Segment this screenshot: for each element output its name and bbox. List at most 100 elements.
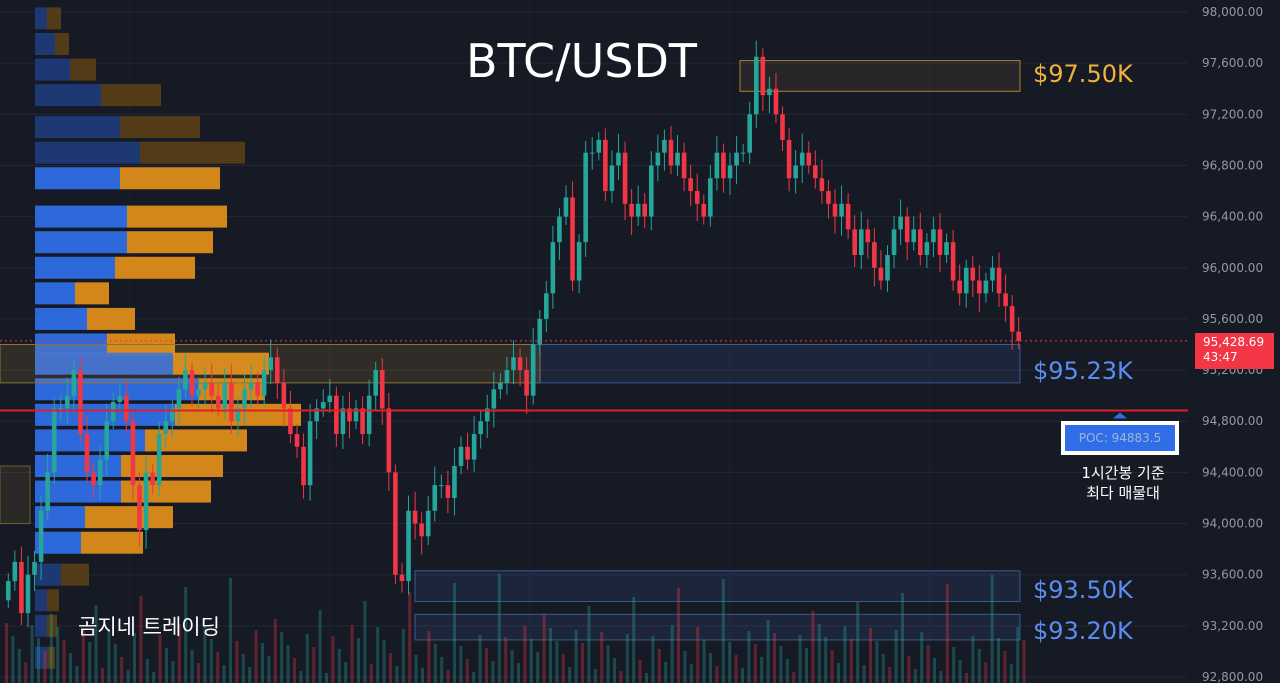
volume-bar (830, 650, 834, 683)
volume-bar (421, 668, 424, 683)
volume-bar (126, 670, 130, 683)
candle-body (471, 434, 477, 460)
volume-bar (88, 642, 92, 683)
candle-body (668, 139, 674, 166)
candle-body (858, 229, 864, 255)
volume-bar (254, 630, 258, 683)
candle-body (544, 293, 549, 319)
volume-bar (286, 645, 290, 683)
volume-bar (248, 667, 252, 683)
volume-bar (677, 588, 680, 683)
volume-bar (440, 657, 444, 683)
candle-body (524, 370, 529, 396)
candle-body (629, 203, 634, 217)
candle-body (71, 370, 77, 396)
y-tick-label: 94,800.00 (1202, 414, 1263, 428)
y-tick-label: 96,000.00 (1202, 261, 1263, 275)
poc-arrow-icon (1113, 412, 1127, 419)
candle-body (347, 408, 352, 422)
candle-body (517, 357, 523, 371)
candle-body (130, 421, 136, 486)
candle-body (301, 446, 306, 486)
y-tick-label: 97,200.00 (1202, 107, 1263, 121)
volume-bar (837, 663, 840, 683)
volume-bar (113, 644, 117, 683)
volume-bar (696, 627, 700, 683)
volume-bar (670, 625, 674, 683)
vp-bar-sell (121, 454, 223, 477)
volume-bar (280, 632, 284, 683)
vp-bar-buy (35, 7, 47, 30)
candle-body (209, 382, 214, 396)
volume-bar (568, 667, 572, 683)
volume-bar (555, 641, 559, 683)
candle-body (97, 459, 103, 486)
candle-body (196, 389, 201, 396)
volume-bar (139, 596, 143, 683)
volume-bar (177, 624, 181, 683)
candle-body (452, 465, 457, 498)
volume-bar (587, 606, 591, 683)
poc-label: POC: 94883.5 (1065, 425, 1175, 451)
volume-bar (606, 645, 610, 683)
volume-bar (190, 650, 194, 683)
candle-body (12, 561, 18, 582)
candle-body (872, 242, 877, 268)
volume-bar (542, 615, 546, 683)
volume-bar (331, 636, 335, 683)
candle-body (229, 382, 234, 422)
candle-body (51, 408, 57, 473)
candle-body (268, 357, 274, 371)
candle-body (65, 395, 70, 409)
vp-bar-sell (75, 282, 109, 305)
volume-bar (581, 643, 584, 683)
volume-bar (536, 652, 540, 683)
candle-body (458, 446, 464, 466)
candle-body (379, 370, 385, 409)
candle-body (235, 408, 241, 422)
volume-bar (529, 639, 533, 683)
volume-bar (152, 672, 156, 683)
candle-body (38, 510, 44, 562)
candle-body (137, 485, 142, 530)
volume-bar (913, 669, 917, 683)
candle-body (977, 280, 982, 294)
volume-bar (638, 660, 642, 683)
volume-bar (491, 661, 495, 683)
volume-bar (805, 648, 808, 683)
volume-bar (728, 642, 732, 683)
volume-bar (593, 669, 597, 683)
volume-bar (433, 644, 437, 683)
volume-bar (1009, 664, 1013, 683)
volume-bar (350, 625, 354, 683)
volume-bar (369, 664, 373, 683)
volume-bar (5, 623, 8, 683)
volume-bar (312, 647, 316, 683)
vp-bar-buy (35, 403, 175, 426)
candle-body (898, 216, 903, 230)
candle-body (498, 382, 503, 390)
vp-bar-sell (120, 116, 200, 139)
candle-body (170, 408, 175, 422)
vp-bar-sell (47, 646, 55, 669)
vp-bar-sell (145, 429, 247, 452)
volume-bar (939, 671, 943, 683)
volume-bar (753, 644, 757, 683)
volume-bar (81, 629, 85, 683)
candle-body (58, 408, 64, 410)
vp-bar-buy (35, 531, 81, 554)
candle-body (373, 370, 379, 396)
volume-bar (107, 631, 111, 683)
volume-bar (293, 658, 296, 683)
volume-bar (664, 662, 668, 683)
candle-body (104, 421, 109, 460)
volume-bar (30, 625, 34, 683)
volume-bar (184, 587, 188, 683)
volume-bar (145, 659, 149, 683)
vp-bar-buy (35, 352, 173, 375)
candle-body (432, 485, 438, 511)
candle-body (622, 152, 628, 204)
candle-body (84, 434, 90, 473)
zone-97.5K (739, 60, 1021, 92)
candle-body (242, 389, 247, 409)
